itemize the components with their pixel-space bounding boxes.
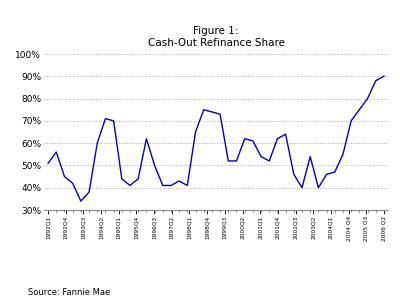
Title: Figure 1:
Cash-Out Refinance Share: Figure 1: Cash-Out Refinance Share [148,26,284,48]
Text: Source: Fannie Mae: Source: Fannie Mae [28,288,110,297]
